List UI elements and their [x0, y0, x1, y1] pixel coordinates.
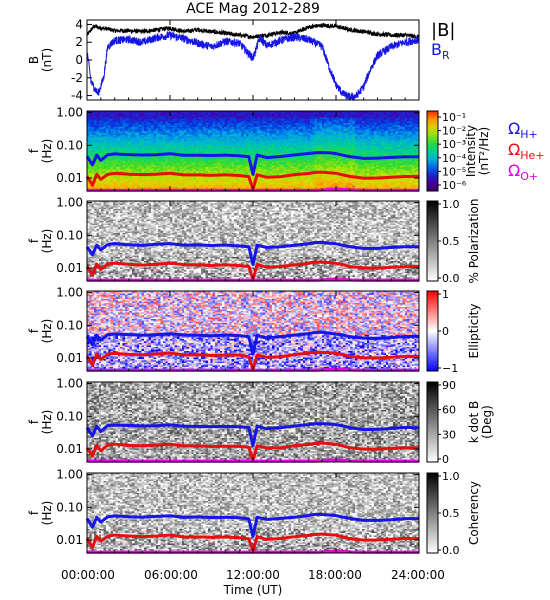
x-tick-label: 24:00:00: [391, 568, 445, 582]
y-axis-units: (Hz): [40, 229, 54, 254]
legend-b-r-subscript: R: [442, 49, 450, 62]
y-axis-units: (Hz): [40, 501, 54, 526]
colorbar-tick-label: 10⁻⁴: [442, 152, 467, 165]
colorbar-tick-label: 0.0: [442, 272, 460, 285]
colorbar-tick-label: 0.5: [442, 235, 460, 248]
gyro-line-h: [85, 151, 420, 176]
legend-omega-o: ΩO+: [508, 161, 538, 183]
y-tick-label: -2: [71, 71, 83, 85]
y-tick-label: 0.01: [56, 533, 83, 547]
series-line-b-total: [86, 22, 420, 41]
x-axis-label: Time (UT): [223, 583, 283, 597]
y-axis-label: f: [27, 148, 41, 153]
y-axis-units: (Hz): [40, 410, 54, 435]
panel-coherency: f (Hz) 1.00 0.10 0.01 1.0 0.5 0.0 Coherency: [27, 468, 481, 557]
y-tick-label: 1.00: [56, 468, 83, 482]
colorbar-tick-label: 10⁻³: [442, 138, 466, 151]
panel-intensity: f (Hz) 1.00 0.10 0.01 10⁻¹10⁻²10⁻³10⁻⁴10⁻⁵10⁻…: [27, 106, 545, 192]
colorbar-tick-label: 0.0: [442, 544, 460, 557]
colorbar-tick-label: 1: [442, 288, 449, 301]
y-axis-units: (Hz): [40, 139, 54, 164]
legend-omega-h: ΩH+: [508, 119, 538, 141]
colorbar-tick-label: 30: [442, 428, 456, 441]
y-tick-label: 1.00: [56, 286, 83, 300]
legend-omega-subscript: H+: [520, 128, 538, 141]
y-tick-label: 0.10: [56, 228, 83, 242]
colorbar-label: % Polarization: [467, 199, 481, 284]
y-tick-label: 0.10: [56, 409, 83, 423]
colorbar-tick-label: 1.0: [442, 470, 460, 483]
y-tick-label: 0.01: [56, 261, 83, 275]
colorbar: [426, 472, 439, 554]
colorbar-label: k dot B: [467, 401, 481, 443]
gyro-line-h: [85, 240, 420, 266]
colorbar-label: Coherency: [467, 481, 481, 545]
x-tick-label: 06:00:00: [144, 568, 198, 582]
figure-title: ACE Mag 2012-289: [186, 1, 320, 17]
y-axis-label: f: [27, 510, 41, 515]
y-tick-label: 0.10: [56, 138, 83, 152]
colorbar-tick-label: 0.5: [442, 507, 460, 520]
y-tick-label: 2: [75, 35, 83, 49]
colorbar-label: Intensity: [464, 125, 478, 177]
series-line-b-r: [86, 31, 420, 102]
colorbar-label: Ellipticity: [467, 304, 481, 359]
x-tick-label: 12:00:00: [226, 568, 280, 582]
colorbar-tick-label: 0: [442, 325, 449, 338]
y-tick-label: 1.00: [56, 377, 83, 391]
y-axis-units: (Hz): [40, 319, 54, 344]
legend-b-r: BR: [431, 40, 450, 62]
gyro-line-h: [85, 330, 420, 356]
legend-omega-subscript: He+: [520, 149, 544, 162]
y-tick-label: -4: [71, 89, 83, 103]
gyro-line-h: [85, 422, 420, 447]
y-tick-label: 0: [75, 53, 83, 67]
x-tick-label: 00:00:00: [61, 568, 115, 582]
panel-ellipticity: f (Hz) 1.00 0.10 0.01 1 0 −1 Ellipticity: [27, 286, 481, 375]
panel-magnetic-field: B (nT) |B|BR 4 2 0 -2 -4: [27, 17, 455, 102]
y-axis-label: f: [27, 328, 41, 333]
colorbar-tick-label: 0: [442, 453, 449, 466]
y-axis-label: f: [27, 238, 41, 243]
y-tick-label: 0.10: [56, 500, 83, 514]
legend-omega-subscript: O+: [520, 170, 538, 183]
legend-omega-he: ΩHe+: [508, 140, 545, 162]
colorbar: [426, 200, 439, 282]
colorbar-tick-label: 1.0: [442, 198, 460, 211]
colorbar-tick-label: 10⁻⁶: [442, 179, 467, 192]
colorbar-units: (nT²/Hz): [477, 127, 491, 175]
colorbar-tick-label: 90: [442, 379, 456, 392]
y-tick-label: 0.10: [56, 318, 83, 332]
colorbar-tick-label: −1: [442, 362, 458, 375]
colorbar-tick-label: 10⁻²: [442, 125, 466, 138]
y-tick-label: 4: [75, 17, 83, 31]
y-axis-units: (nT): [40, 48, 54, 72]
y-tick-label: 1.00: [56, 106, 83, 120]
colorbar: [426, 381, 439, 463]
panel-k-dot-b: f (Hz) 1.00 0.10 0.01 90 60 30 0 k dot B (Deg): [27, 377, 494, 466]
y-tick-label: 0.01: [56, 351, 83, 365]
y-axis-label: B: [27, 56, 41, 64]
x-tick-label: 18:00:00: [308, 568, 362, 582]
colorbar-tick-label: 60: [442, 404, 456, 417]
colorbar-tick-label: 10⁻¹: [442, 111, 466, 124]
gyro-line-h: [85, 512, 419, 538]
colorbar: [426, 110, 439, 192]
y-axis-label: f: [27, 419, 41, 424]
y-tick-label: 1.00: [56, 196, 83, 210]
colorbar: [426, 290, 439, 372]
y-tick-label: 0.01: [56, 442, 83, 456]
y-tick-label: 0.01: [56, 171, 83, 185]
panel-polarization: f (Hz) 1.00 0.10 0.01 1.0 0.5 0.0 % Polarization: [27, 196, 481, 285]
legend-b-total: |B|: [431, 20, 455, 41]
colorbar-tick-label: 10⁻⁵: [442, 165, 466, 178]
colorbar-units: (Deg): [480, 405, 494, 439]
